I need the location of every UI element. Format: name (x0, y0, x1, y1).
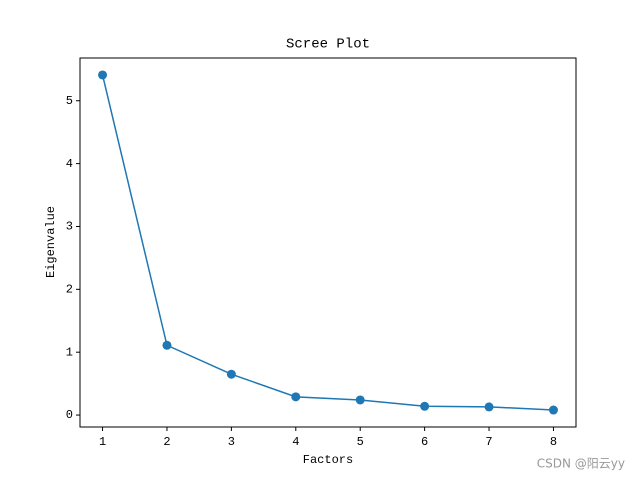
x-tick-label: 6 (421, 435, 428, 449)
x-tick-label: 4 (292, 435, 299, 449)
data-point (291, 392, 301, 402)
x-tick-label: 8 (550, 435, 557, 449)
x-tick-label: 3 (228, 435, 235, 449)
x-tick-label: 7 (485, 435, 492, 449)
y-tick-label: 2 (66, 283, 73, 297)
data-point (162, 340, 172, 350)
x-tick-label: 1 (99, 435, 106, 449)
y-tick-label: 1 (66, 345, 73, 359)
y-axis-label: Eigenvalue (44, 206, 58, 278)
y-tick-label: 5 (66, 94, 73, 108)
chart-title: Scree Plot (286, 37, 370, 53)
data-point (420, 401, 430, 411)
y-tick-label: 4 (66, 157, 73, 171)
x-tick-label: 2 (163, 435, 170, 449)
x-axis-label: Factors (303, 453, 353, 467)
data-point (484, 402, 494, 412)
x-tick-label: 5 (357, 435, 364, 449)
plot-frame (79, 57, 577, 428)
y-tick-label: 3 (66, 220, 73, 234)
data-point (98, 70, 108, 80)
data-point (226, 369, 236, 379)
data-point (548, 405, 558, 415)
data-point (355, 395, 365, 405)
y-tick-label: 0 (66, 408, 73, 422)
series-line (101, 74, 554, 411)
watermark: CSDN @阳云yy (537, 457, 625, 471)
